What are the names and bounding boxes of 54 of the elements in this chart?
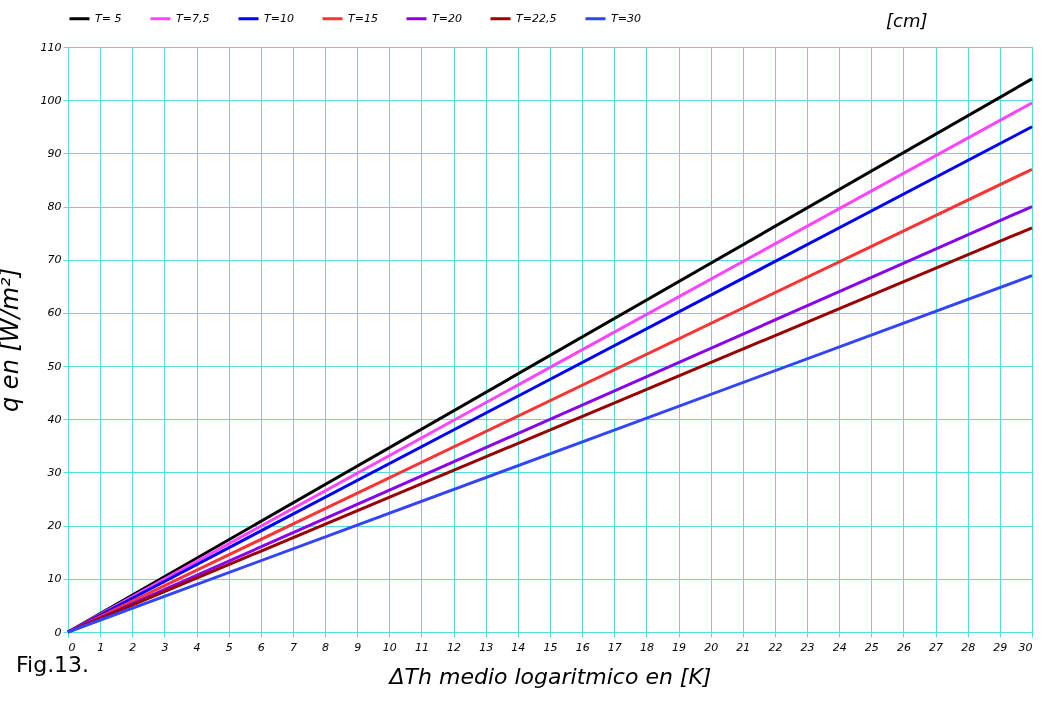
x-tick-label: 13 [479,640,494,654]
y-tick-label: 80 [47,200,62,214]
x-tick-label: 1 [97,640,105,654]
x-tick-label: 20 [704,640,719,654]
y-tick-label: 0 [54,625,62,639]
x-tick-label: 18 [639,640,654,654]
x-tick-label: 0 [68,640,76,654]
y-tick-label: 10 [47,572,62,586]
x-tick-label: 23 [800,640,815,654]
x-tick-label: 3 [161,640,169,654]
legend-label: T=10 [264,11,294,25]
x-tick-label: 12 [447,640,462,654]
x-tick-label: 27 [929,640,944,654]
y-tick-label: 30 [47,465,62,479]
x-tick-label: 22 [768,640,783,654]
legend-label: T=30 [611,11,641,25]
x-tick-label: 19 [672,640,687,654]
legend-label: T=20 [432,11,462,25]
x-tick-label: 10 [382,640,397,654]
y-tick-label: 40 [47,412,62,426]
y-tick-label: 50 [47,359,62,373]
x-tick-label: 4 [193,640,201,654]
x-axis-title: ΔTh medio logaritmico en [K] [387,663,712,689]
legend-label: T=15 [348,11,378,25]
x-tick-label: 26 [896,640,911,654]
x-tick-label: 15 [543,640,558,654]
y-tick-label: 100 [40,93,62,107]
y-tick-label: 70 [47,253,62,267]
legend-label: T= 5 [95,11,122,25]
x-tick-label: 7 [289,640,297,654]
legend-label: T=7,5 [176,11,210,25]
x-tick-label: 21 [736,640,751,654]
x-tick-label: 29 [993,640,1008,654]
x-tick-label: 30 [1018,640,1033,654]
x-tick-label: 16 [575,640,590,654]
x-tick-label: 24 [832,640,847,654]
y-tick-label: 90 [47,146,62,160]
x-tick-label: 9 [354,640,362,654]
x-tick-label: 2 [129,640,137,654]
x-tick-label: 5 [225,640,233,654]
x-tick-label: 14 [511,640,526,654]
y-tick-label: 110 [40,40,62,54]
y-tick-label: 20 [47,519,62,533]
legend-label: T=22,5 [516,11,557,25]
x-tick-label: 11 [414,640,429,654]
y-tick-label: 60 [47,306,62,320]
x-tick-label: 8 [322,640,330,654]
text: [cm] [886,10,928,31]
x-tick-label: 6 [257,640,265,654]
x-tick-label: 28 [961,640,976,654]
y-axis-title: q en [W/m²] [0,267,24,413]
caption: Fig.13. [16,652,90,677]
x-tick-label: 25 [864,640,879,654]
x-tick-label: 17 [607,640,622,654]
